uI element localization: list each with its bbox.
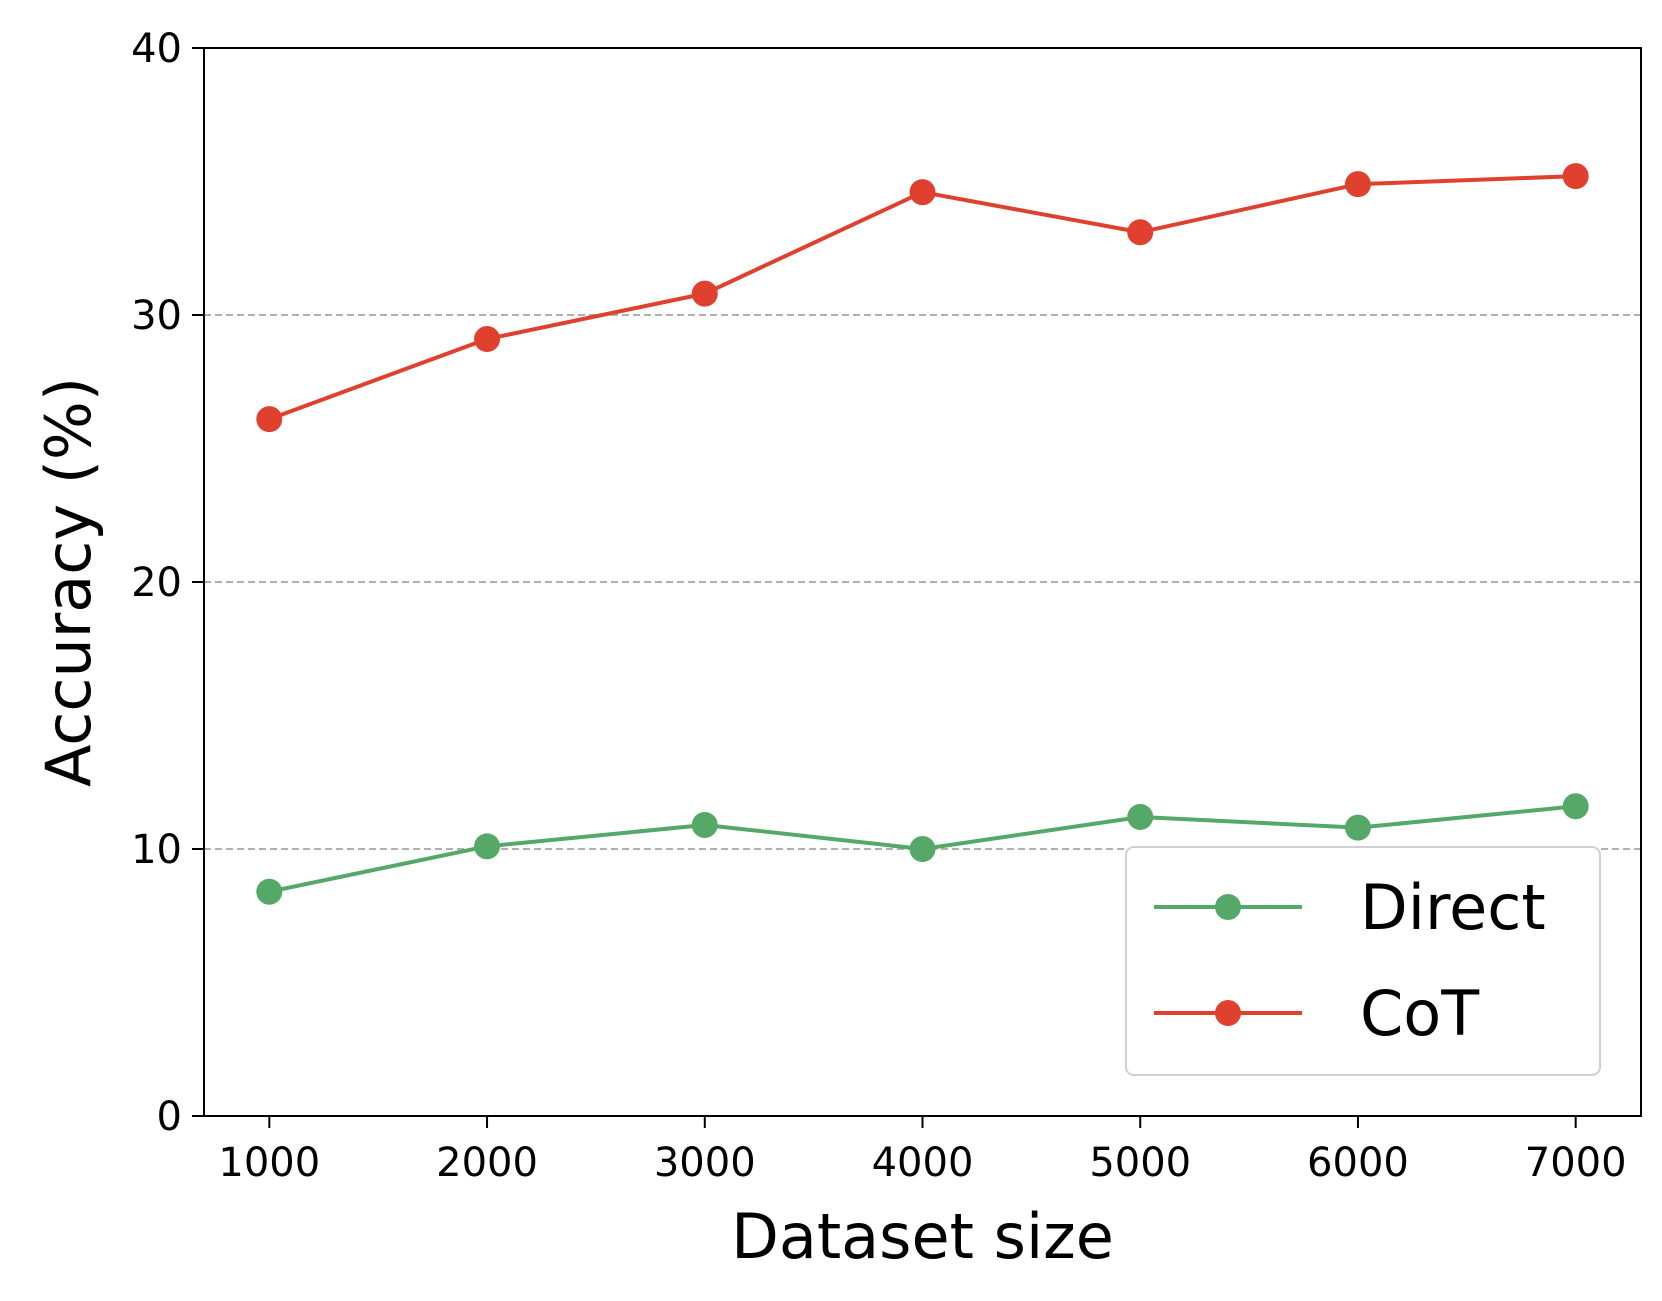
legend-box xyxy=(1125,846,1601,1076)
legend-marker-direct xyxy=(1215,894,1241,920)
x-tick-label: 1000 xyxy=(218,1140,320,1186)
data-point-cot xyxy=(1344,171,1371,198)
legend-label-cot: CoT xyxy=(1360,977,1480,1050)
x-axis-ticks: 1000 2000 3000 4000 5000 6000 7000 xyxy=(218,1116,1627,1186)
y-tick-label: 10 xyxy=(131,827,182,873)
data-point-cot xyxy=(474,326,501,353)
data-point-direct xyxy=(1344,814,1371,841)
data-point-direct xyxy=(474,833,501,860)
legend-marker-cot xyxy=(1215,1000,1241,1026)
legend-label-direct: Direct xyxy=(1360,871,1546,944)
legend: Direct CoT xyxy=(1125,846,1601,1076)
x-tick-label: 6000 xyxy=(1307,1140,1409,1186)
x-tick-label: 5000 xyxy=(1089,1140,1191,1186)
y-axis-title: Accuracy (%) xyxy=(32,377,105,787)
x-tick-label: 2000 xyxy=(436,1140,538,1186)
y-tick-label: 20 xyxy=(131,560,182,606)
y-axis-ticks: 0 10 20 30 40 xyxy=(131,26,204,1140)
y-tick-label: 30 xyxy=(131,293,182,339)
data-point-direct xyxy=(1562,793,1589,820)
data-point-direct xyxy=(691,811,718,838)
data-point-cot xyxy=(909,179,936,206)
x-axis-title: Dataset size xyxy=(731,1200,1114,1273)
x-tick-label: 4000 xyxy=(872,1140,974,1186)
data-point-cot xyxy=(691,280,718,307)
x-tick-label: 3000 xyxy=(654,1140,756,1186)
x-tick-label: 7000 xyxy=(1525,1140,1627,1186)
data-point-direct xyxy=(256,878,283,905)
y-tick-label: 0 xyxy=(157,1094,182,1140)
data-point-direct xyxy=(909,836,936,862)
data-point-cot xyxy=(1562,163,1589,190)
data-point-cot xyxy=(1127,219,1154,246)
series-layer xyxy=(256,163,1589,905)
data-point-direct xyxy=(1127,803,1154,830)
data-point-cot xyxy=(256,406,283,433)
y-tick-label: 40 xyxy=(131,26,182,72)
